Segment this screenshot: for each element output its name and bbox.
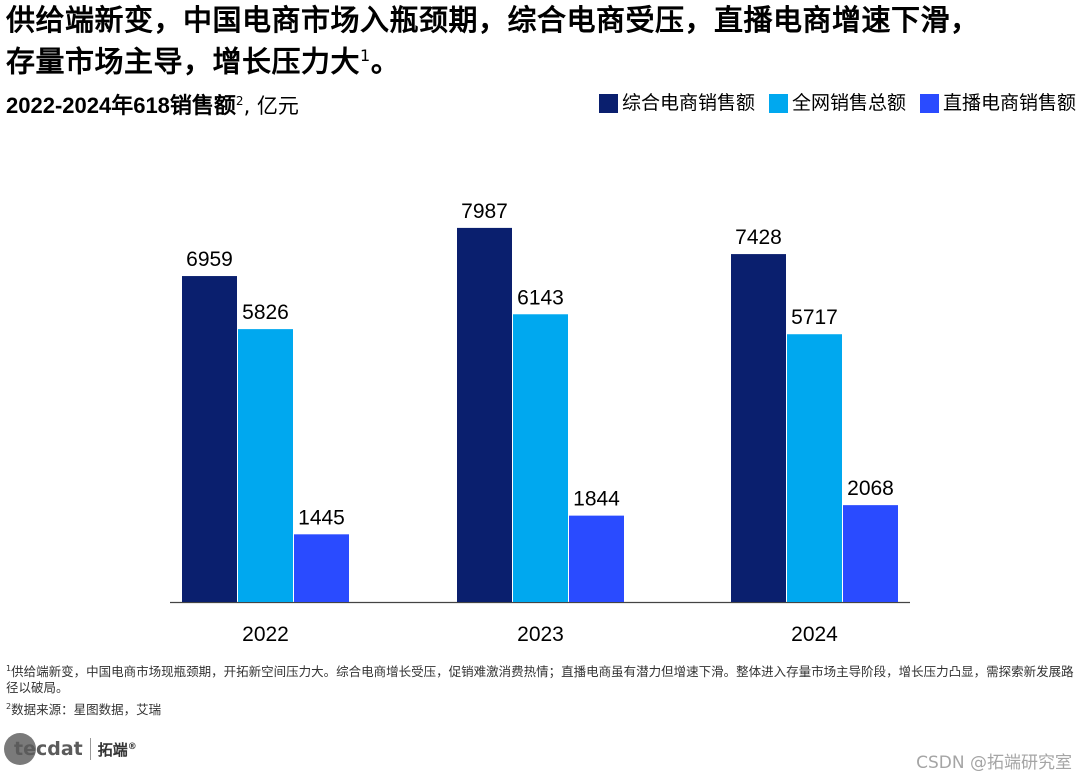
chart-subtitle: 2022-2024年618销售额2, 亿元 [6,86,299,121]
logo-registered-mark: ® [127,741,137,752]
title-end-punct: 。 [370,44,401,79]
footnotes: 1供给端新变，中国电商市场现瓶颈期，开拓新空间压力大。综合电商增长受压，促销难激… [6,661,1078,721]
legend-label-series-2: 直播电商销售额 [942,92,1076,114]
title-footnote-ref: 1 [360,46,371,65]
bar-2023-series-0 [457,227,512,602]
bar-2023-series-2 [569,515,624,602]
logo-cn-text: 拓端 [97,740,128,759]
footnote-2-text: 数据来源：星图数据，艾瑞 [11,702,162,718]
title-line-1: 供给端新变，中国电商市场入瓶颈期，综合电商受压，直播电商增速下滑， [6,3,980,37]
footnote-2: 2数据来源：星图数据，艾瑞 [6,699,1078,718]
title-line-2: 存量市场主导，增长压力大1。 [6,38,1076,80]
x-tick-label-2024: 2024 [791,623,838,646]
bar-label-2022-series-1: 5826 [242,301,289,324]
bar-2022-series-0 [182,276,237,602]
legend-swatch-series-0 [598,93,618,113]
footnote-1: 1供给端新变，中国电商市场现瓶颈期，开拓新空间压力大。综合电商增长受压，促销难激… [6,661,1078,696]
title-line-2-text: 存量市场主导，增长压力大 [6,44,361,79]
bar-label-2024-series-2: 2068 [847,477,894,500]
bar-label-2024-series-0: 7428 [735,226,782,249]
bar-2022-series-1 [238,329,293,602]
footnote-1-ref: 1 [6,664,12,673]
chart-legend: 综合电商销售额 全网销售总额 直播电商销售额 [598,90,1076,116]
bar-label-2022-series-2: 1445 [298,506,345,529]
bar-label-2023-series-0: 7987 [461,200,508,223]
tecdat-logo: tecdat 拓端® [4,733,137,765]
logo-cn: 拓端® [98,739,137,760]
chart-title: 供给端新变，中国电商市场入瓶颈期，综合电商受压，直播电商增速下滑， 存量市场主导… [6,2,1076,80]
legend-label-series-1: 全网销售总额 [791,92,906,114]
legend-item-series-2: 直播电商销售额 [919,90,1076,116]
footnote-2-ref: 2 [6,702,12,712]
footnote-1-text: 供给端新变，中国电商市场现瓶颈期，开拓新空间压力大。综合电商增长受压，促销难激消… [6,664,1074,696]
bar-2024-series-2 [843,505,898,602]
bar-label-2023-series-2: 1844 [573,488,620,511]
legend-item-series-0: 综合电商销售额 [598,90,755,116]
logo-circle-icon [4,733,36,765]
bar-label-2023-series-1: 6143 [517,286,564,309]
legend-item-series-1: 全网销售总额 [768,90,906,116]
bar-label-2022-series-0: 6959 [186,248,233,271]
legend-label-series-0: 综合电商销售额 [621,92,755,114]
legend-swatch-series-2 [919,93,939,113]
bar-2023-series-1 [513,314,568,602]
subtitle-unit: , 亿元 [243,94,299,118]
logo-text: tecdat [14,738,83,760]
subtitle-bold: 2022-2024年618销售额 [6,93,236,118]
watermark: CSDN @拓端研究室 [916,753,1072,773]
x-tick-label-2023: 2023 [517,623,564,646]
bar-2022-series-2 [294,534,349,602]
legend-swatch-series-1 [768,93,788,113]
logo-separator [89,738,91,760]
bar-2024-series-0 [731,254,786,603]
bar-label-2024-series-1: 5717 [791,306,838,329]
subtitle-footnote-ref: 2 [235,94,244,108]
x-tick-label-2022: 2022 [242,623,289,646]
bar-2024-series-1 [787,334,842,602]
